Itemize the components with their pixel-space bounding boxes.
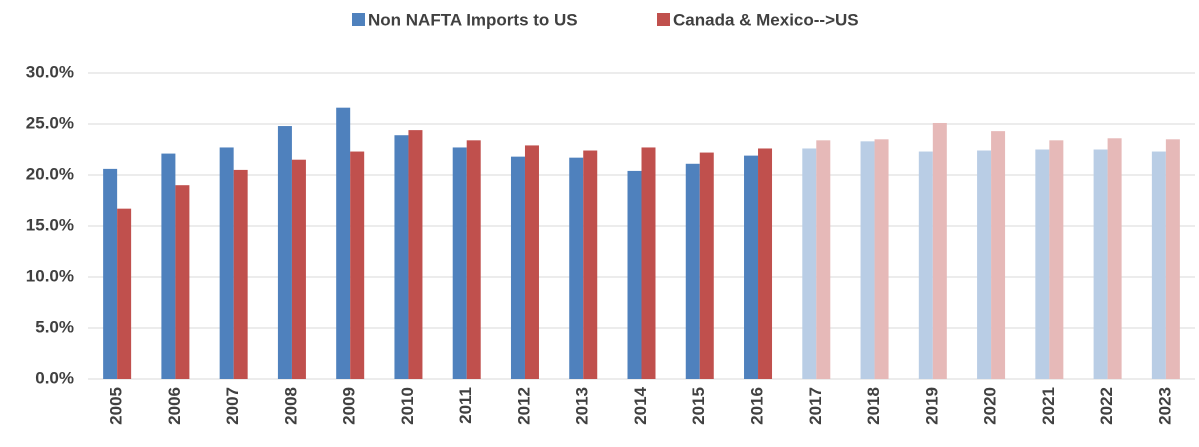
bar bbox=[408, 130, 423, 379]
bar bbox=[1035, 149, 1050, 379]
y-tick-label: 20.0% bbox=[26, 164, 74, 183]
legend-swatch bbox=[352, 13, 365, 26]
bar bbox=[336, 107, 351, 380]
bar bbox=[802, 148, 817, 379]
x-tick-label: 2023 bbox=[1155, 387, 1174, 425]
bar bbox=[350, 151, 365, 379]
bar bbox=[1049, 140, 1064, 379]
y-tick-label: 0.0% bbox=[35, 368, 74, 387]
bar bbox=[860, 141, 875, 379]
y-tick-label: 25.0% bbox=[26, 113, 74, 132]
bar bbox=[569, 157, 584, 379]
bar bbox=[117, 208, 132, 379]
bar bbox=[452, 147, 467, 379]
x-tick-label: 2022 bbox=[1097, 387, 1116, 425]
bar bbox=[627, 170, 642, 379]
x-tick-label: 2005 bbox=[107, 387, 126, 425]
x-tick-label: 2019 bbox=[922, 387, 941, 425]
x-tick-label: 2021 bbox=[1039, 387, 1058, 425]
x-tick-label: 2006 bbox=[165, 387, 184, 425]
legend-label: Non NAFTA Imports to US bbox=[368, 10, 578, 29]
bar bbox=[233, 169, 248, 379]
bar bbox=[583, 150, 598, 379]
bar bbox=[874, 139, 889, 379]
bar bbox=[1151, 151, 1166, 379]
x-tick-label: 2017 bbox=[806, 387, 825, 425]
y-tick-label: 15.0% bbox=[26, 215, 74, 234]
x-tick-label: 2007 bbox=[223, 387, 242, 425]
bar bbox=[991, 131, 1006, 379]
bar bbox=[758, 148, 773, 379]
bar bbox=[510, 156, 525, 379]
bar bbox=[1093, 149, 1108, 379]
x-tick-label: 2015 bbox=[689, 387, 708, 425]
x-tick-label: 2011 bbox=[456, 387, 475, 424]
bar bbox=[641, 147, 656, 379]
y-tick-label: 5.0% bbox=[35, 317, 74, 336]
legend-label: Canada & Mexico-->US bbox=[673, 10, 859, 29]
legend-swatch bbox=[657, 13, 670, 26]
bar bbox=[219, 147, 234, 379]
bar bbox=[161, 153, 176, 379]
y-tick-label: 30.0% bbox=[26, 62, 74, 81]
x-tick-label: 2010 bbox=[398, 387, 417, 425]
bar bbox=[394, 135, 409, 379]
x-tick-label: 2020 bbox=[981, 387, 1000, 425]
x-tick-label: 2008 bbox=[281, 387, 300, 425]
bar bbox=[699, 152, 714, 379]
x-tick-label: 2009 bbox=[340, 387, 359, 425]
bar bbox=[977, 150, 992, 379]
y-tick-label: 10.0% bbox=[26, 266, 74, 285]
bar bbox=[816, 140, 831, 379]
bar bbox=[918, 151, 933, 379]
bar bbox=[1107, 138, 1122, 379]
bar bbox=[932, 122, 947, 379]
bar bbox=[175, 185, 190, 379]
x-tick-label: 2018 bbox=[864, 387, 883, 425]
bar bbox=[466, 140, 481, 379]
bar bbox=[744, 155, 759, 379]
bar bbox=[103, 168, 118, 379]
bar bbox=[291, 159, 306, 379]
bar bbox=[277, 126, 292, 379]
x-tick-label: 2013 bbox=[573, 387, 592, 425]
x-tick-label: 2016 bbox=[748, 387, 767, 425]
x-tick-label: 2012 bbox=[514, 387, 533, 425]
bar bbox=[1165, 139, 1180, 379]
bar bbox=[524, 145, 539, 379]
x-tick-label: 2014 bbox=[631, 386, 650, 424]
bar bbox=[685, 163, 700, 379]
